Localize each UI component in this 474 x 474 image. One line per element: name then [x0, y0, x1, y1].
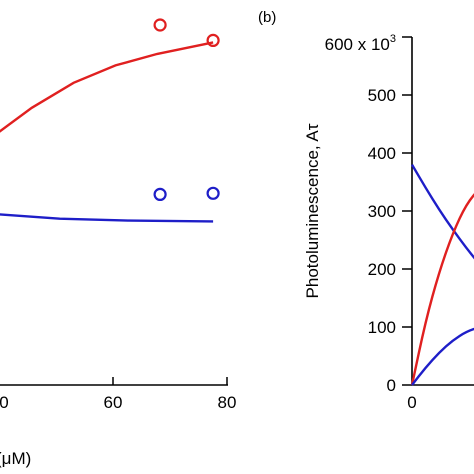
- panel-a: 0 60 80 (μM): [0, 18, 237, 468]
- panel-b-x-tick-label-0: 0: [407, 393, 416, 412]
- panel-a-point-1-0: [153, 187, 167, 201]
- panel-b-y-axis-title: Photoluminescence, Aτ: [303, 123, 322, 298]
- panel-a-x-tick-label-60: 60: [104, 393, 123, 412]
- panel-a-point-0-1: [206, 33, 220, 48]
- panel-b-y-scale-base: 600 x 10: [325, 35, 390, 54]
- panel-b-y-tick-label-4: 400: [368, 144, 396, 163]
- panel-b-curve-2: [411, 327, 474, 386]
- panel-a-x-axis-title: (μM): [0, 449, 31, 468]
- panel-b-y-scale-exponent: 3: [390, 33, 396, 45]
- panel-b-y-tick-label-0: 0: [387, 376, 396, 395]
- panel-b-curve-0: [410, 163, 474, 260]
- panel-b-y-tick-label-5: 500: [368, 86, 396, 105]
- panel-b: (b) 0 100 200 300 400 500 600 x 103 Photolumi…: [258, 9, 474, 412]
- panel-a-point-0-0: [153, 18, 167, 32]
- panel-a-x-tick-label-80: 80: [218, 393, 237, 412]
- panel-b-y-tick-label-3: 300: [368, 202, 396, 221]
- panel-b-y-tick-label-2: 200: [368, 260, 396, 279]
- panel-b-marks: [410, 163, 474, 386]
- panel-a-marks: [0, 18, 220, 223]
- panel-a-x-tick-label-0: 0: [0, 393, 9, 412]
- panel-a-point-1-1: [206, 186, 220, 200]
- panel-b-curve-1: [410, 193, 474, 386]
- panel-a-fit-line-1: [0, 213, 214, 223]
- panel-b-label: (b): [258, 9, 276, 26]
- panel-a-fit-line-0: [0, 41, 214, 133]
- panel-b-y-scale-label: 600 x 103: [325, 33, 396, 54]
- panel-b-y-tick-label-1: 100: [368, 318, 396, 337]
- panel-b-y-ticks: 0 100 200 300 400 500: [368, 36, 412, 395]
